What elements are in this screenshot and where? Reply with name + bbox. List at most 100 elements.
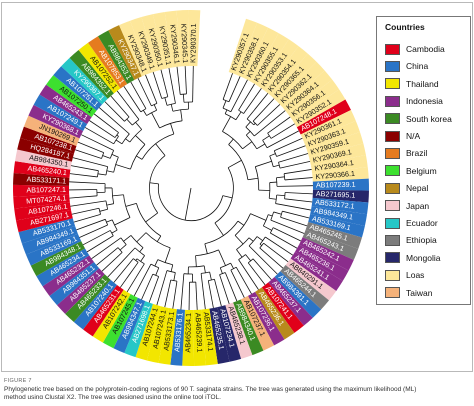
tree-branch xyxy=(263,242,289,263)
leaf-color-strip xyxy=(303,120,360,150)
tree-branch xyxy=(259,242,264,249)
tree-branch xyxy=(151,112,160,129)
tree-branch xyxy=(246,131,251,136)
leaf-color-strip xyxy=(300,109,356,142)
figure-panel: KY290357.1 KY290358.1 KY290360.1 KY290355.1… xyxy=(1,2,473,372)
tree-branch xyxy=(137,77,152,107)
legend-label: China xyxy=(406,61,429,72)
tree-branch xyxy=(266,130,299,149)
tree-branch xyxy=(106,203,114,206)
leaf-color-strip xyxy=(15,210,73,233)
tree-branch xyxy=(230,269,245,298)
legend-label: Indonesia xyxy=(406,96,443,107)
tree-branch xyxy=(278,153,309,163)
legend-swatch xyxy=(385,78,400,90)
tree-branch xyxy=(270,211,274,221)
leaf-color-strip xyxy=(170,309,185,366)
leaf-color-strip xyxy=(311,197,369,215)
tree-branch xyxy=(141,273,154,300)
legend-label: Ecuador xyxy=(406,218,438,228)
tree-branch xyxy=(195,255,197,267)
countries-legend: Countries Cambodia China Thailand Indonesia… xyxy=(376,16,471,305)
leaf-color-strip xyxy=(36,248,90,287)
leaf-label: KY290366.1 xyxy=(315,169,355,181)
tree-branch xyxy=(253,123,256,126)
tree-branch xyxy=(151,103,158,107)
tree-branch xyxy=(228,76,241,102)
legend-label: Cambodia xyxy=(406,44,445,54)
tree-branch xyxy=(136,232,147,243)
legend-item: Taiwan xyxy=(385,287,432,299)
tree-branch xyxy=(173,272,176,281)
tree-branch xyxy=(276,185,313,187)
tree-branch xyxy=(71,165,99,172)
leaf-color-strip xyxy=(310,206,368,227)
leaf-color-strip xyxy=(28,104,84,139)
phylogenetic-tree: KY290357.1KY290358.1KY290360.1KY290355.1… xyxy=(12,10,369,367)
leaf-label: KY290370.1 xyxy=(188,23,198,63)
tree-branch xyxy=(284,198,313,203)
tree-branch xyxy=(265,236,294,256)
tree-branch xyxy=(208,278,215,281)
tree-branch xyxy=(278,162,281,169)
legend-item: Japan xyxy=(385,200,429,212)
tree-branch xyxy=(79,224,108,238)
tree-branch xyxy=(200,273,206,310)
leaf-color-strip xyxy=(13,173,70,186)
tree-branch xyxy=(136,258,145,265)
leaf-color-strip xyxy=(285,258,337,301)
leaf-color-strip xyxy=(295,244,349,282)
leaf-color-strip xyxy=(13,161,71,178)
tree-branch xyxy=(156,235,162,242)
tree-branch xyxy=(75,149,102,159)
legend-swatch xyxy=(385,130,400,142)
tree-branch xyxy=(69,173,98,178)
legend-swatch xyxy=(385,234,400,246)
leaf-color-strip xyxy=(228,18,258,75)
tree-branch xyxy=(242,141,253,150)
leaf-color-strip xyxy=(65,274,111,322)
tree-branch xyxy=(259,243,262,246)
tree-branch xyxy=(119,244,127,251)
leaf-color-strip xyxy=(209,307,230,364)
tree-branch xyxy=(110,95,130,118)
legend-label: Belgium xyxy=(406,165,437,176)
tree-branch xyxy=(71,207,100,215)
legend-label: N/A xyxy=(406,131,421,141)
tree-branch xyxy=(134,247,145,256)
legend-swatch xyxy=(385,43,400,55)
leaf-color-strip xyxy=(49,261,100,306)
leaf-color-strip xyxy=(277,61,325,108)
tree-branch xyxy=(86,235,114,253)
tree-branch xyxy=(245,254,252,262)
tree-branch xyxy=(275,203,312,211)
tree-branch xyxy=(89,120,116,138)
tree-branch xyxy=(150,263,159,269)
tree-branch xyxy=(256,143,266,150)
tree-branch xyxy=(269,197,277,200)
legend-item: Cambodia xyxy=(385,43,445,55)
leaf-color-strip xyxy=(73,279,118,330)
leaf-label: AB533171.1 xyxy=(26,175,66,186)
tree-branch xyxy=(259,247,284,269)
leaf-color-strip xyxy=(247,291,285,346)
tree-branch xyxy=(135,121,143,130)
tree-branch xyxy=(184,187,192,221)
tree-branch xyxy=(230,79,248,112)
tree-branch xyxy=(285,192,313,195)
tree-branch xyxy=(276,176,285,179)
leaf-label: KY290346.1 xyxy=(168,24,181,64)
tree-branch xyxy=(164,97,168,106)
tree-branch xyxy=(279,161,311,169)
tree-branch xyxy=(276,194,285,197)
tree-branch xyxy=(268,214,273,217)
tree-branch xyxy=(218,249,226,266)
tree-branch xyxy=(192,66,194,103)
tree-branch xyxy=(209,271,212,281)
tree-branch xyxy=(125,203,137,207)
leaf-color-strip xyxy=(92,289,131,343)
legend-swatch xyxy=(385,60,400,72)
leaf-color-strip xyxy=(17,137,74,162)
tree-branch xyxy=(270,219,305,234)
leaf-color-strip xyxy=(305,221,362,249)
